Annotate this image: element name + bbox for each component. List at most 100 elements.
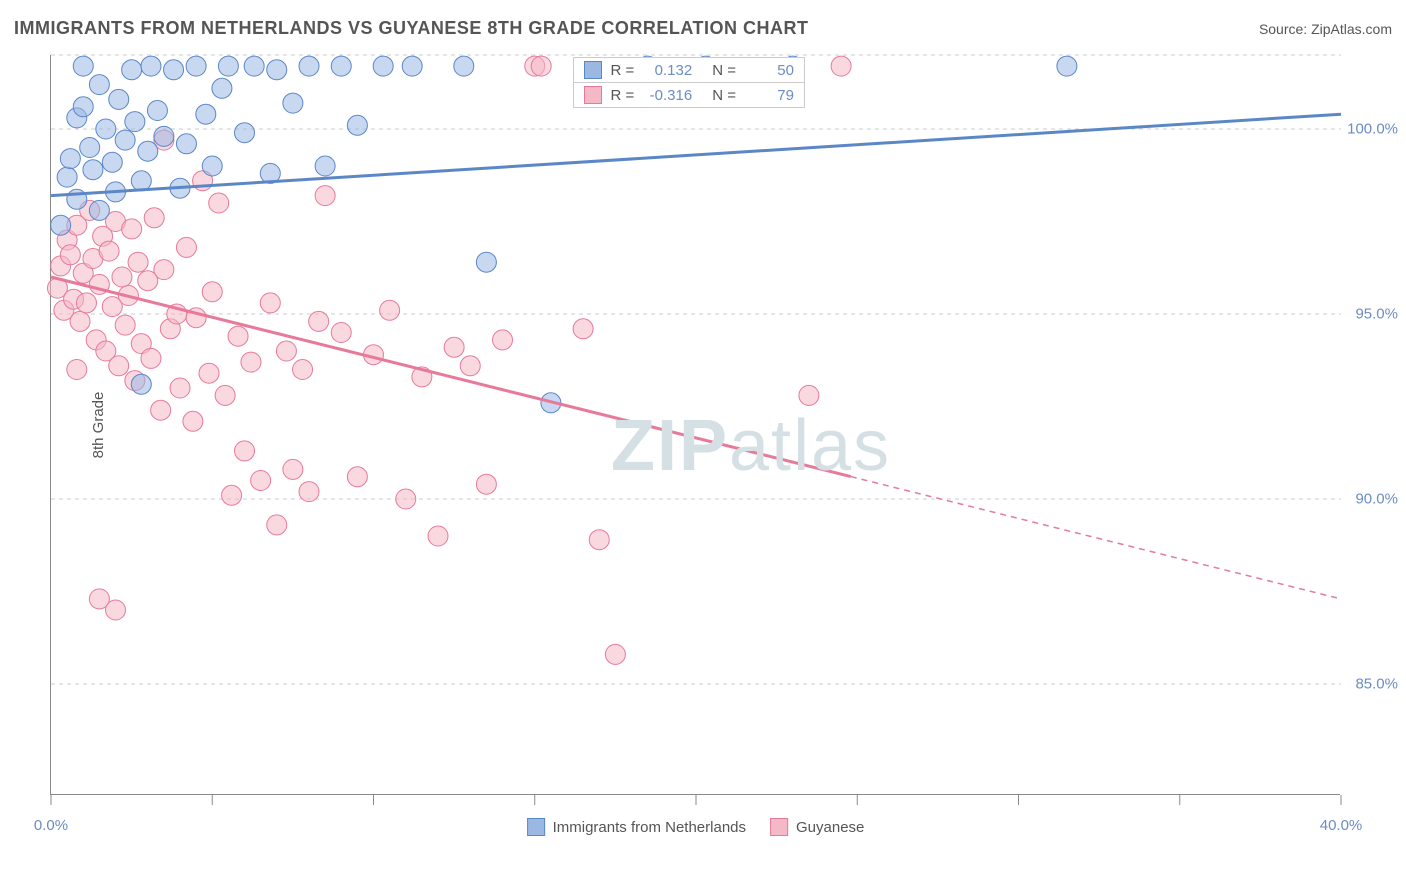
legend-swatch <box>584 61 602 79</box>
scatter-point <box>380 300 400 320</box>
scatter-point <box>241 352 261 372</box>
scatter-point <box>176 134 196 154</box>
x-tick-label: 40.0% <box>1320 817 1363 834</box>
scatter-point <box>109 356 129 376</box>
legend-r-label: R = <box>610 87 634 104</box>
trend-line <box>51 277 851 477</box>
scatter-point <box>235 441 255 461</box>
scatter-point <box>309 311 329 331</box>
scatter-point <box>222 485 242 505</box>
scatter-point <box>51 215 71 235</box>
scatter-point <box>102 152 122 172</box>
scatter-point <box>396 489 416 509</box>
legend-r-value: -0.316 <box>642 87 692 104</box>
scatter-point <box>476 474 496 494</box>
scatter-point <box>115 130 135 150</box>
scatter-point <box>170 378 190 398</box>
scatter-point <box>196 104 216 124</box>
scatter-point <box>131 374 151 394</box>
scatter-point <box>299 56 319 76</box>
chart-svg <box>51 55 1340 794</box>
legend-stats-row: R = -0.316 N = 79 <box>574 82 804 107</box>
legend-bottom: Immigrants from Netherlands Guyanese <box>527 818 865 836</box>
scatter-point <box>373 56 393 76</box>
legend-swatch <box>527 818 545 836</box>
scatter-point <box>493 330 513 350</box>
scatter-point <box>76 293 96 313</box>
scatter-point <box>476 252 496 272</box>
source-label: Source: ZipAtlas.com <box>1259 21 1392 37</box>
legend-stats-box: R = 0.132 N = 50 R = -0.316 N = 79 <box>573 57 805 108</box>
scatter-point <box>531 56 551 76</box>
scatter-point <box>183 411 203 431</box>
scatter-point <box>267 515 287 535</box>
scatter-point <box>131 171 151 191</box>
scatter-point <box>293 360 313 380</box>
scatter-point <box>573 319 593 339</box>
scatter-point <box>347 115 367 135</box>
scatter-point <box>151 400 171 420</box>
scatter-point <box>176 237 196 257</box>
scatter-point <box>315 186 335 206</box>
legend-series-name: Guyanese <box>796 819 864 836</box>
scatter-point <box>202 282 222 302</box>
scatter-point <box>154 260 174 280</box>
scatter-point <box>267 60 287 80</box>
y-tick-label: 90.0% <box>1355 491 1398 508</box>
scatter-point <box>89 200 109 220</box>
y-tick-label: 100.0% <box>1347 121 1398 138</box>
scatter-point <box>80 138 100 158</box>
scatter-point <box>428 526 448 546</box>
scatter-point <box>260 293 280 313</box>
scatter-point <box>331 323 351 343</box>
plot-area: 8th Grade ZIPatlas 85.0%90.0%95.0%100.0%… <box>50 55 1340 795</box>
scatter-point <box>589 530 609 550</box>
legend-n-label: N = <box>712 62 736 79</box>
scatter-point <box>57 167 77 187</box>
scatter-point <box>154 126 174 146</box>
scatter-point <box>276 341 296 361</box>
scatter-point <box>283 459 303 479</box>
scatter-point <box>444 337 464 357</box>
scatter-point <box>799 385 819 405</box>
scatter-point <box>228 326 248 346</box>
scatter-point <box>109 89 129 109</box>
scatter-point <box>122 60 142 80</box>
legend-n-label: N = <box>712 87 736 104</box>
scatter-point <box>315 156 335 176</box>
legend-series-name: Immigrants from Netherlands <box>553 819 746 836</box>
scatter-point <box>60 245 80 265</box>
scatter-point <box>147 101 167 121</box>
scatter-point <box>164 60 184 80</box>
scatter-point <box>73 56 93 76</box>
scatter-point <box>125 112 145 132</box>
y-tick-label: 85.0% <box>1355 676 1398 693</box>
scatter-point <box>331 56 351 76</box>
scatter-point <box>605 644 625 664</box>
scatter-point <box>73 97 93 117</box>
legend-n-value: 79 <box>744 87 794 104</box>
scatter-point <box>831 56 851 76</box>
scatter-point <box>96 119 116 139</box>
x-tick-label: 0.0% <box>34 817 68 834</box>
scatter-point <box>215 385 235 405</box>
y-tick-label: 95.0% <box>1355 306 1398 323</box>
legend-stats-row: R =0.132N =50 <box>574 58 804 82</box>
legend-swatch <box>584 86 602 104</box>
scatter-point <box>199 363 219 383</box>
scatter-point <box>299 482 319 502</box>
scatter-point <box>283 93 303 113</box>
scatter-point <box>141 56 161 76</box>
legend-r-value: 0.132 <box>642 62 692 79</box>
scatter-point <box>138 141 158 161</box>
legend-n-value: 50 <box>744 62 794 79</box>
scatter-point <box>460 356 480 376</box>
title-bar: IMMIGRANTS FROM NETHERLANDS VS GUYANESE … <box>14 18 1392 39</box>
scatter-point <box>112 267 132 287</box>
scatter-point <box>218 56 238 76</box>
scatter-point <box>212 78 232 98</box>
legend-swatch <box>770 818 788 836</box>
scatter-point <box>106 600 126 620</box>
scatter-point <box>60 149 80 169</box>
scatter-point <box>1057 56 1077 76</box>
